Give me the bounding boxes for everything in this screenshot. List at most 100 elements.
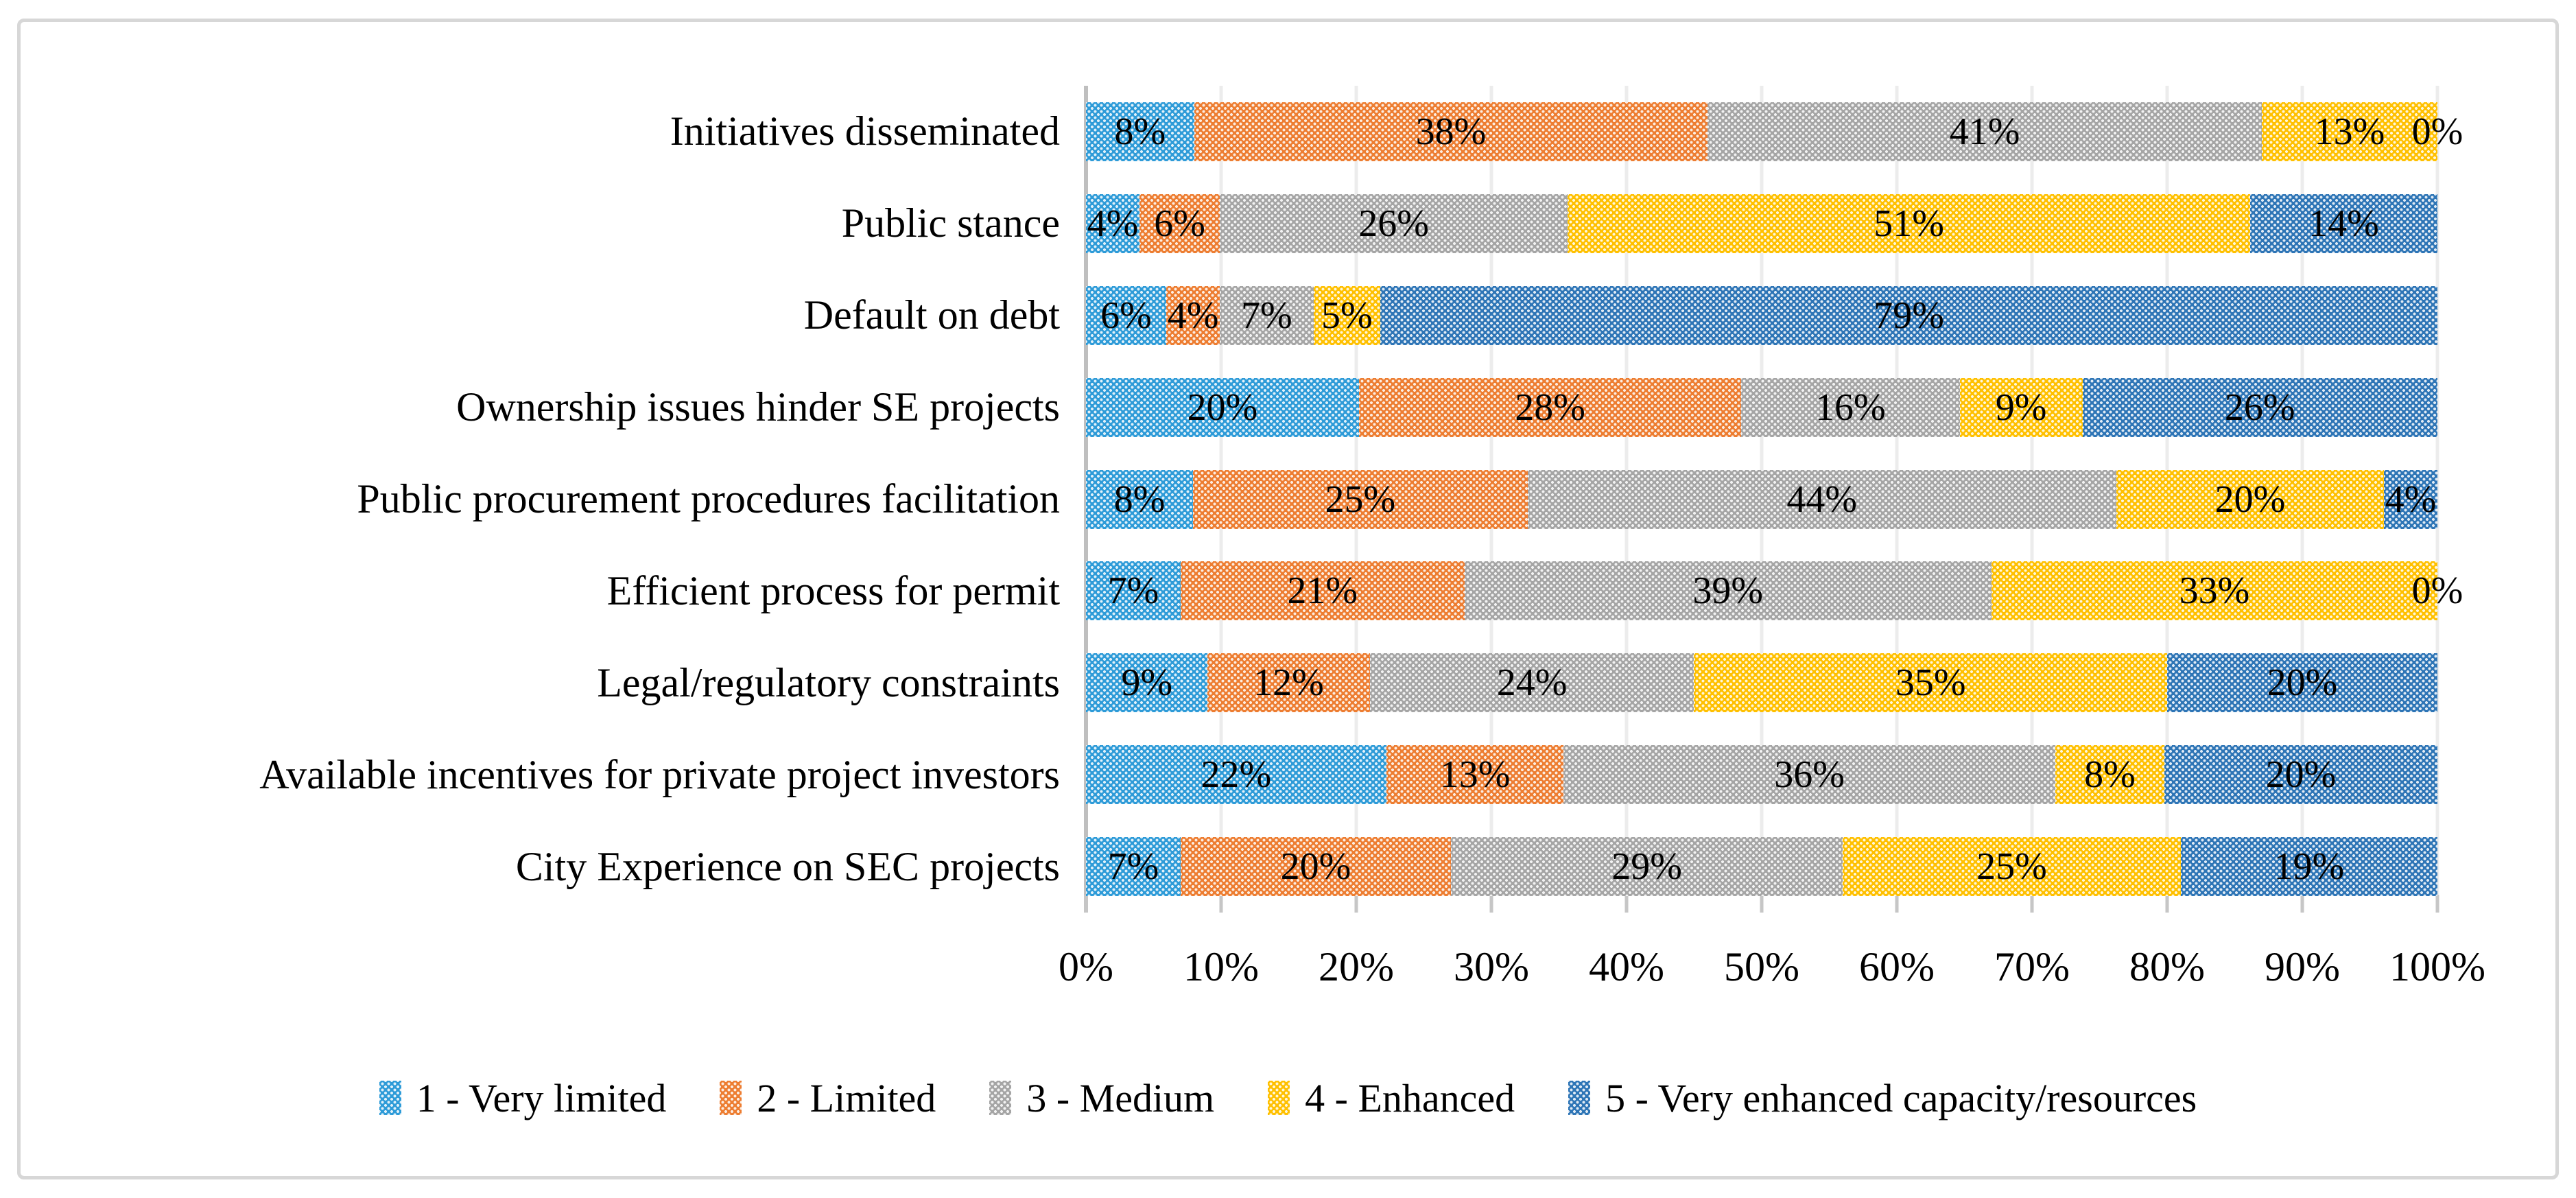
data-label: 20% — [2267, 661, 2338, 705]
gridline — [2435, 86, 2439, 913]
legend-item-4: 4 - Enhanced — [1268, 1075, 1515, 1121]
data-label: 20% — [1187, 386, 1258, 429]
stacked-bar: 9% 12% 24% 35% 20% — [1086, 653, 2437, 713]
data-label: 24% — [1496, 661, 1568, 705]
bar-segment-series-4: 33% — [1991, 561, 2437, 621]
axis-tick-mark — [2030, 895, 2034, 913]
legend-label: 3 - Medium — [1026, 1075, 1215, 1120]
bar-segment-series-2: 28% — [1358, 377, 1742, 437]
data-label: 0% — [2411, 569, 2463, 613]
bar-segment-series-2: 13% — [1386, 745, 1564, 805]
category-label: Available incentives for private project… — [259, 751, 1060, 797]
data-label: 20% — [1280, 845, 1351, 889]
bar-segment-series-3: 26% — [1220, 193, 1568, 253]
data-label: 21% — [1287, 569, 1358, 613]
data-label: 44% — [1786, 478, 1858, 521]
category-label: Ownership issues hinder SE projects — [456, 384, 1060, 430]
data-label: 36% — [1774, 753, 1845, 797]
stacked-bar: 4% 6% 26% 51% 14% — [1086, 193, 2437, 253]
data-label: 7% — [1240, 294, 1292, 337]
legend-item-2: 2 - Limited — [720, 1075, 936, 1121]
bar-segment-series-5: 19% — [2180, 837, 2437, 897]
bar-segment-series-3: 24% — [1369, 653, 1694, 713]
data-label: 5% — [1321, 294, 1373, 337]
data-label: 16% — [1815, 386, 1886, 429]
data-label: 8% — [1114, 110, 1166, 153]
bar-segment-series-3: 36% — [1563, 745, 2055, 805]
axis-tick-label: 100% — [2389, 944, 2485, 989]
axis-tick-label: 90% — [2265, 944, 2340, 989]
category-label: Initiatives disseminated — [670, 108, 1060, 154]
axis-tick-mark — [1489, 895, 1493, 913]
legend-label: 1 - Very limited — [416, 1075, 667, 1120]
data-label: 7% — [1107, 569, 1159, 613]
bar-segment-series-2: 21% — [1180, 561, 1465, 621]
data-label: 8% — [1113, 478, 1166, 521]
axis-tick-mark — [1895, 895, 1899, 913]
bar-rows: Initiatives disseminated 8% 38% 41% 13% 0% Pub… — [48, 86, 2463, 913]
bar-segment-series-1: 7% — [1086, 837, 1181, 897]
stacked-bar: 20% 28% 16% 9% 26% — [1086, 377, 2437, 437]
axis-tick-mark — [1760, 895, 1764, 913]
stacked-bar: 7% 20% 29% 25% 19% — [1086, 837, 2437, 897]
bar-segment-series-2: 4% — [1166, 285, 1220, 345]
bar-segment-series-4: 51% — [1568, 193, 2250, 253]
legend-swatch-icon — [720, 1081, 742, 1115]
legend-item-3: 3 - Medium — [989, 1075, 1214, 1121]
bar-row: Available incentives for private project… — [48, 729, 2437, 821]
category-label: Public stance — [841, 200, 1060, 246]
data-label: 13% — [1439, 753, 1511, 797]
stacked-bar: 22% 13% 36% 8% 20% — [1086, 745, 2437, 805]
data-label: 6% — [1100, 294, 1152, 337]
legend-swatch-icon — [1268, 1081, 1290, 1115]
axis-tick-label: 50% — [1724, 944, 1799, 989]
legend: 1 - Very limited 2 - Limited 3 - Medium 4 -… — [27, 1060, 2549, 1136]
bar-segment-series-2: 25% — [1193, 469, 1528, 529]
bar-segment-series-2: 6% — [1139, 193, 1220, 253]
data-label: 25% — [1976, 845, 2047, 889]
category-label: Efficient process for permit — [606, 567, 1060, 613]
axis-tick-mark — [1219, 895, 1223, 913]
axis-tick-mark — [2435, 895, 2439, 913]
stacked-bar: 7% 21% 39% 33% 0% — [1086, 561, 2463, 621]
bar-segment-series-1: 6% — [1086, 285, 1167, 345]
data-label: 20% — [2214, 478, 2286, 521]
data-label: 39% — [1692, 569, 1764, 613]
axis-tick-label: 60% — [1859, 944, 1935, 989]
category-label: Default on debt — [803, 292, 1060, 338]
bar-segment-series-3: 39% — [1464, 561, 1992, 621]
data-label: 4% — [1167, 294, 1219, 337]
bar-segment-series-1: 4% — [1086, 193, 1140, 253]
data-label: 33% — [2179, 569, 2250, 613]
data-label: 4% — [2385, 478, 2437, 521]
bar-row: Efficient process for permit 7% 21% 39% 33% 0… — [48, 545, 2463, 637]
category-label: Legal/regulatory constraints — [597, 659, 1060, 705]
data-label: 14% — [2308, 202, 2379, 245]
bar-segment-series-3: 41% — [1708, 102, 2262, 161]
data-label: 12% — [1253, 661, 1324, 705]
bar-segment-series-4: 35% — [1694, 653, 2167, 713]
data-label: 28% — [1515, 386, 1585, 429]
axis-tick-mark — [1084, 895, 1088, 913]
bar-row: Public procurement procedures facilitati… — [48, 454, 2437, 545]
data-label: 41% — [1949, 110, 2020, 153]
axis-tick-mark — [1624, 895, 1629, 913]
figure-border — [17, 19, 2559, 1179]
bar-segment-series-5: 26% — [2082, 377, 2437, 437]
bar-segment-series-1: 8% — [1086, 102, 1194, 161]
axis-tick-mark — [1354, 895, 1358, 913]
bar-segment-series-4: 13% — [2261, 102, 2437, 161]
bar-segment-series-1: 7% — [1086, 561, 1181, 621]
data-label: 26% — [2224, 386, 2295, 429]
bar-segment-series-2: 12% — [1207, 653, 1370, 713]
bar-segment-series-1: 20% — [1086, 377, 1359, 437]
bar-segment-series-1: 9% — [1086, 653, 1208, 713]
legend-label: 4 - Enhanced — [1305, 1075, 1515, 1120]
data-label: 4% — [1087, 202, 1139, 245]
axis-tick-label: 40% — [1589, 944, 1664, 989]
bar-segment-series-3: 44% — [1527, 469, 2116, 529]
bar-segment-series-4: 25% — [1843, 837, 2181, 897]
bar-segment-series-5: 79% — [1380, 285, 2437, 345]
data-label: 6% — [1154, 202, 1205, 245]
